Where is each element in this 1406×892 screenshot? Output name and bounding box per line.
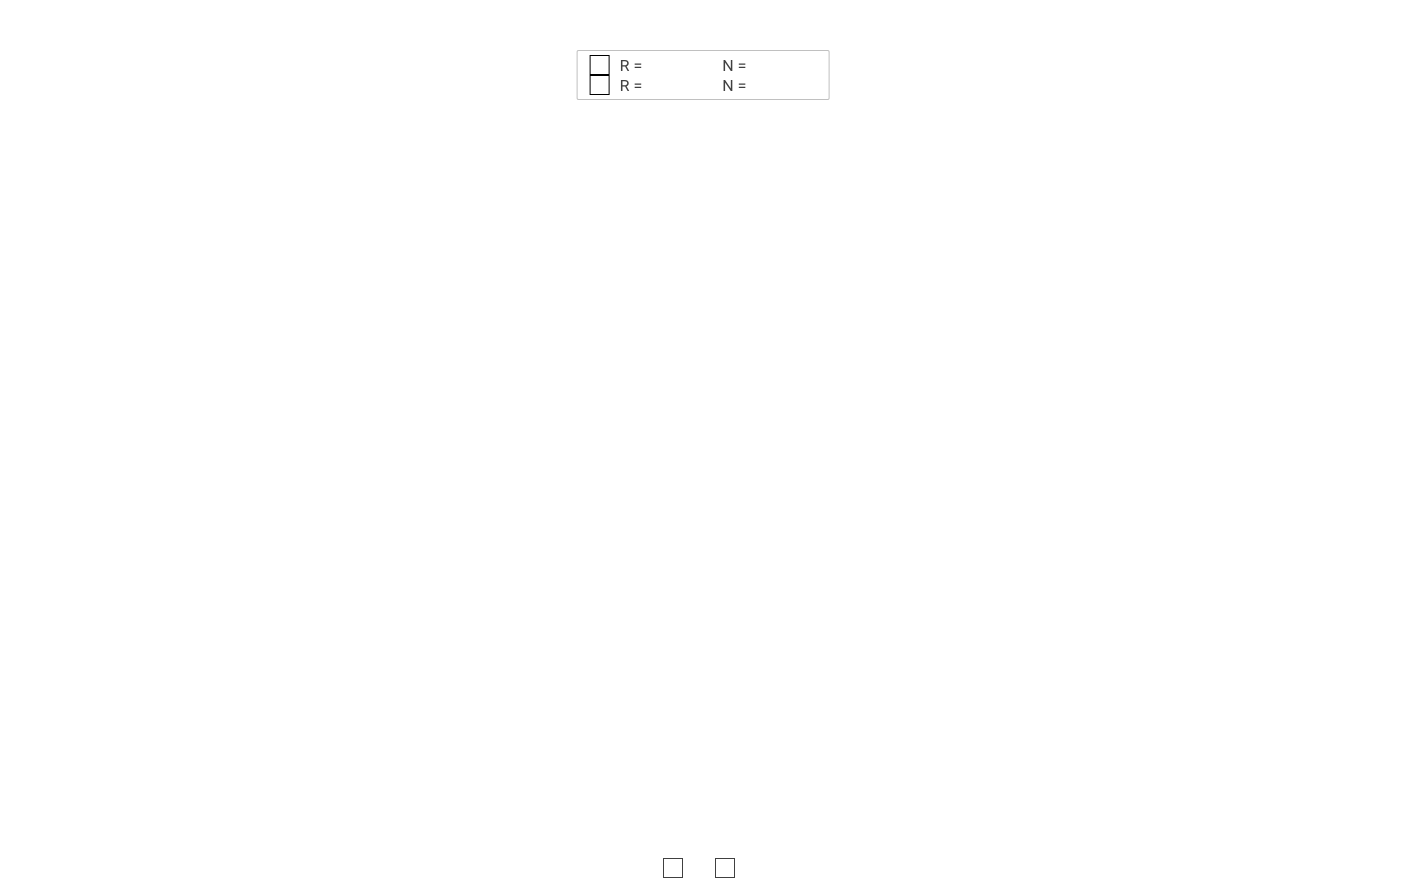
chart-svg [50, 45, 350, 195]
correlation-row-1: R = N = [590, 55, 817, 75]
legend-swatch-salvadorans [590, 55, 610, 75]
n-label: N = [722, 76, 746, 95]
correlation-legend: R = N = R = N = [577, 50, 830, 100]
legend-swatch-icon [663, 858, 683, 878]
r-label: R = [620, 76, 643, 95]
r-label: R = [620, 56, 643, 75]
title-bar [0, 0, 1406, 12]
correlation-row-2: R = N = [590, 75, 817, 95]
plot-area [50, 45, 1326, 847]
legend-item-cuba [715, 858, 743, 878]
legend-swatch-cuba [590, 75, 610, 95]
n-label: N = [722, 56, 746, 75]
legend-swatch-icon [715, 858, 735, 878]
series-legend [663, 858, 743, 878]
legend-item-salvadorans [663, 858, 691, 878]
